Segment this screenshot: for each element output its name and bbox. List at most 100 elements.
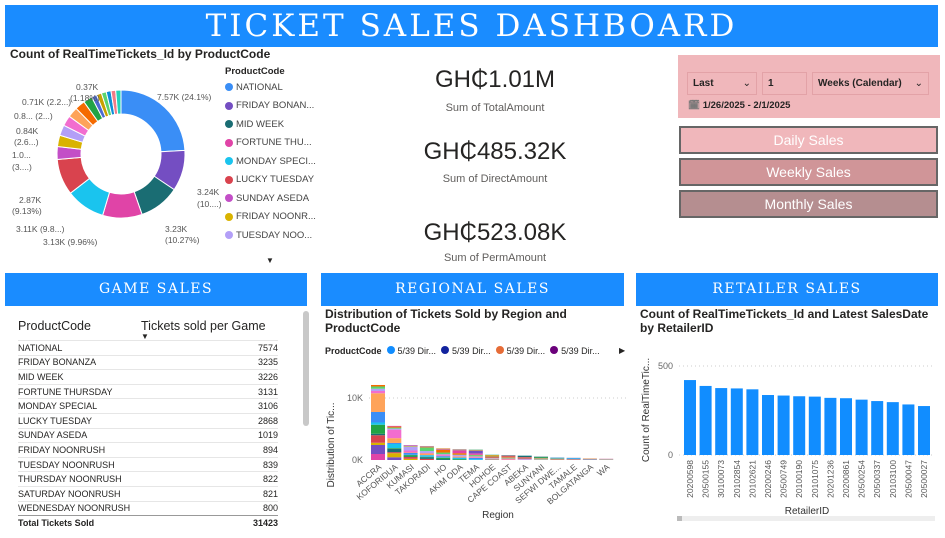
legend-dot-icon — [225, 83, 233, 92]
x-tick-label: 20500749 — [779, 460, 789, 498]
retailer-bar[interactable] — [824, 397, 837, 455]
bar-segment — [452, 454, 467, 457]
table-row[interactable]: SATURDAY NOONRUSH 821 — [18, 485, 278, 502]
donut-label: 3.24K — [197, 187, 220, 197]
x-tick-label: 20200246 — [763, 460, 773, 498]
region-bar[interactable] — [387, 425, 402, 460]
region-bar[interactable] — [599, 458, 614, 460]
retailer-bar[interactable] — [840, 398, 852, 455]
period-count-input[interactable]: 1 — [762, 72, 807, 95]
donut-label: (1.18%) — [70, 93, 100, 103]
game-sales-table: ProductCode Tickets sold per Game ▼ NATIO… — [18, 313, 298, 530]
region-bar[interactable] — [436, 448, 451, 460]
table-scrollbar[interactable] — [303, 311, 309, 426]
region-bar[interactable] — [452, 449, 467, 460]
retailer-bar[interactable] — [684, 380, 696, 455]
region-bar[interactable] — [371, 384, 385, 460]
region-bar[interactable] — [485, 454, 500, 460]
table-row[interactable]: SUNDAY ASEDA 1019 — [18, 427, 278, 443]
period-mode-dropdown[interactable]: Last ⌄ — [687, 72, 757, 95]
region-bar[interactable] — [566, 457, 581, 460]
region-bar[interactable] — [517, 455, 532, 460]
tickets-cell: 3235 — [230, 354, 278, 370]
region-bar[interactable] — [550, 457, 565, 460]
table-row[interactable]: FRIDAY BONANZA 3235 — [18, 354, 278, 370]
legend-item[interactable]: TUESDAY NOO... — [225, 226, 316, 245]
monthly-sales-button[interactable]: Monthly Sales — [679, 190, 938, 218]
column-header-productcode[interactable]: ProductCode — [18, 319, 91, 333]
legend-dot-icon — [550, 346, 559, 354]
legend-item[interactable]: MID WEEK — [225, 115, 316, 134]
legend-item[interactable]: LUCKY TUESDAY — [225, 171, 316, 190]
region-bar[interactable] — [501, 455, 516, 460]
table-row[interactable]: FORTUNE THURSDAY 3131 — [18, 383, 278, 399]
table-row[interactable]: FRIDAY NOONRUSH 894 — [18, 442, 278, 458]
table-row[interactable]: MONDAY SPECIAL 3106 — [18, 398, 278, 414]
retailer-bar[interactable] — [699, 385, 712, 455]
donut-title: Count of RealTimeTickets_Id by ProductCo… — [10, 47, 271, 61]
bar-segment — [436, 456, 451, 458]
regional-legend-item[interactable]: 5/39 Dir... — [550, 346, 600, 356]
table-row[interactable]: THURSDAY NOONRUSH 822 — [18, 471, 278, 487]
retailer-bar[interactable] — [715, 388, 728, 455]
bar-segment — [468, 457, 483, 460]
column-header-tickets[interactable]: Tickets sold per Game ▼ — [141, 319, 298, 341]
retailer-bar[interactable] — [918, 406, 930, 455]
retailer-chart-scrollbar[interactable] — [677, 516, 935, 521]
daily-sales-button[interactable]: Daily Sales — [679, 126, 938, 154]
retailer-bar[interactable] — [871, 401, 884, 455]
donut-label: (10.27%) — [165, 235, 200, 245]
x-tick-label: 20102854 — [732, 460, 742, 498]
regional-legend-item[interactable]: 5/39 Dir... — [441, 346, 491, 356]
retailer-bar[interactable] — [730, 388, 743, 455]
legend-scroll-down-icon[interactable]: ▼ — [266, 256, 274, 265]
bar-segment — [436, 449, 451, 453]
x-tick-label: 20101075 — [810, 460, 820, 498]
x-tick-label: 20103100 — [888, 460, 898, 498]
tickets-cell: 1019 — [230, 427, 278, 443]
region-bar[interactable] — [403, 445, 418, 460]
bar-segment — [468, 456, 483, 458]
bar-segment — [371, 390, 385, 394]
legend-next-icon[interactable]: ▶ — [619, 346, 626, 355]
bar-segment — [419, 457, 434, 459]
region-bar[interactable] — [419, 445, 434, 460]
product-cell: MONDAY SPECIAL — [18, 398, 231, 414]
table-row[interactable]: TUESDAY NOONRUSH 839 — [18, 456, 278, 472]
retailer-bar[interactable] — [808, 396, 821, 455]
bar-segment — [485, 457, 500, 459]
retailer-bar[interactable] — [886, 402, 899, 455]
retailer-bar[interactable] — [902, 404, 915, 455]
table-row[interactable]: NATIONAL 7574 — [18, 340, 278, 356]
bar-segment — [387, 453, 402, 458]
legend-item[interactable]: MONDAY SPECI... — [225, 152, 316, 171]
x-tick-label: WA — [595, 462, 612, 478]
table-row[interactable]: LUCKY TUESDAY 2868 — [18, 412, 278, 429]
region-bar[interactable] — [582, 458, 597, 460]
legend-item[interactable]: FRIDAY NOONR... — [225, 208, 316, 227]
legend-dot-icon — [225, 194, 233, 203]
weekly-sales-button[interactable]: Weekly Sales — [679, 158, 938, 186]
regional-legend-item[interactable]: 5/39 Dir... — [386, 346, 436, 356]
regional-legend-item[interactable]: 5/39 Dir... — [495, 346, 545, 356]
region-bar[interactable] — [534, 456, 548, 460]
legend-item[interactable]: SUNDAY ASEDA — [225, 189, 316, 208]
donut-label: 7.57K (24.1%) — [157, 92, 212, 102]
retailer-chart-title: Count of RealTimeTickets_Id and Latest S… — [640, 307, 929, 335]
retailer-bar[interactable] — [793, 396, 806, 455]
region-bar[interactable] — [468, 449, 483, 460]
retailer-bar[interactable] — [855, 399, 868, 455]
legend-dot-icon — [225, 157, 233, 166]
retailer-bar[interactable] — [777, 395, 790, 455]
legend-item[interactable]: FRIDAY BONAN... — [225, 97, 316, 116]
scrollbar-thumb[interactable] — [677, 516, 682, 521]
bar-segment — [387, 427, 402, 429]
period-unit-dropdown[interactable]: Weeks (Calendar) ⌄ — [812, 72, 929, 95]
retailer-bar[interactable] — [746, 389, 759, 455]
legend-item[interactable]: NATIONAL — [225, 78, 316, 97]
retailer-bar[interactable] — [762, 395, 774, 455]
table-row[interactable]: MID WEEK 3226 — [18, 369, 278, 385]
table-row[interactable]: WEDNESDAY NOONRUSH 800 — [18, 500, 278, 516]
donut-slice[interactable] — [115, 89, 122, 115]
legend-item[interactable]: FORTUNE THU... — [225, 134, 316, 153]
